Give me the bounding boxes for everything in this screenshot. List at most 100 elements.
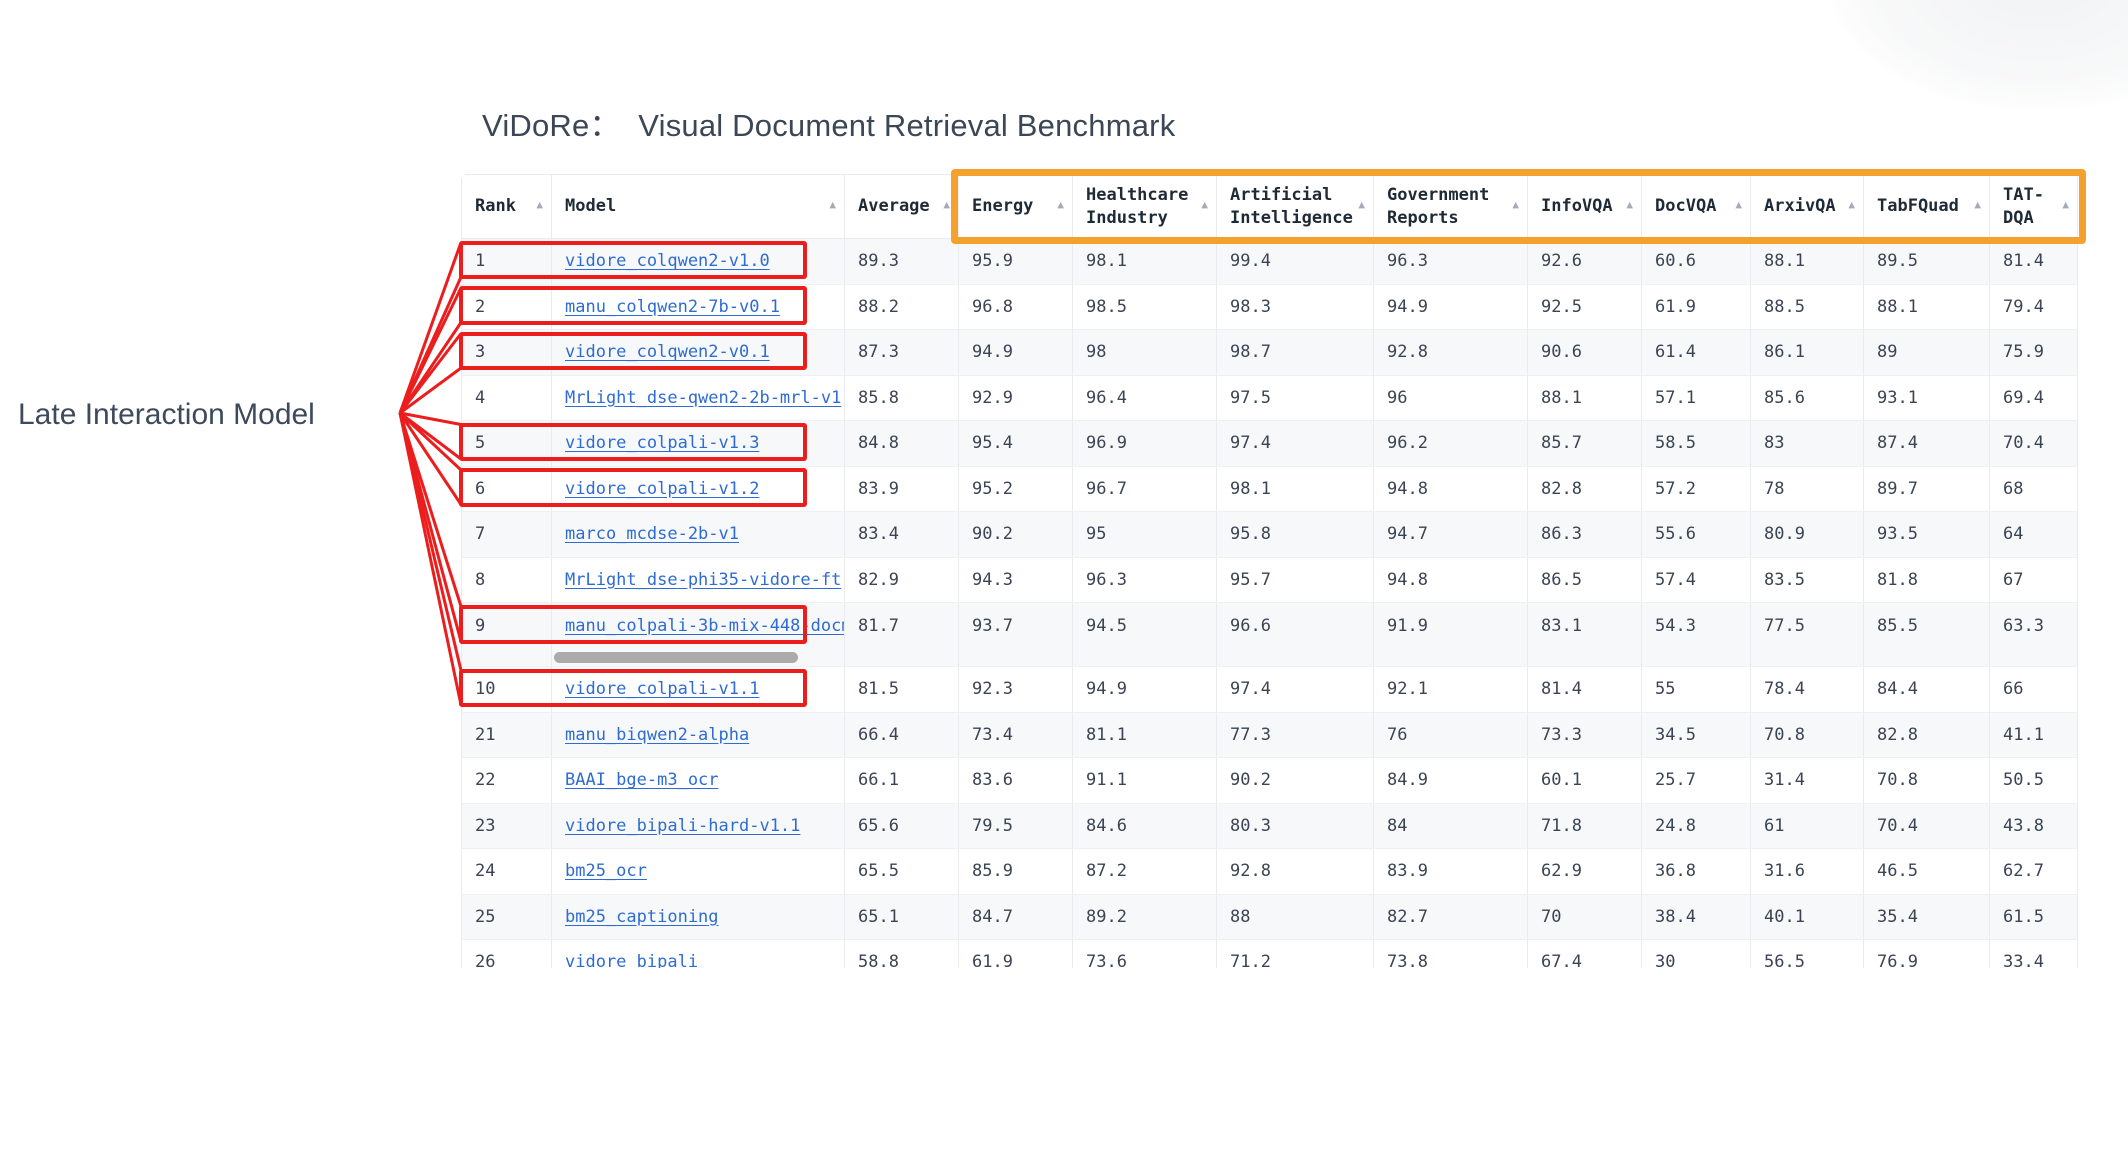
value-cell: 81.5 — [844, 666, 959, 713]
model-link[interactable]: vidore_colpali-v1.2 — [565, 478, 760, 499]
model-link[interactable]: manu_biqwen2-alpha — [565, 724, 750, 745]
model-cell: BAAI_bge-m3_ocr — [551, 757, 845, 804]
value-cell: 62.7 — [1989, 848, 2078, 895]
model-link[interactable]: manu_colqwen2-7b-v0.1 — [565, 296, 780, 317]
value-cell: 81.1 — [1072, 712, 1217, 758]
value-cell: 92.3 — [958, 666, 1073, 713]
value-cell: 97.4 — [1216, 420, 1374, 467]
value-cell: 88.5 — [1750, 284, 1864, 330]
value-cell: 70.8 — [1750, 712, 1864, 758]
column-header-infovqa[interactable]: InfoVQA ▲ — [1527, 174, 1642, 239]
rank-cell: 10 — [461, 666, 552, 713]
column-header-label: InfoVQA — [1541, 196, 1613, 217]
model-link[interactable]: vidore_colpali-v1.3 — [565, 433, 760, 454]
value-cell: 95.7 — [1216, 557, 1374, 603]
column-header-rank[interactable]: Rank ▲ — [461, 174, 552, 239]
value-cell: 99.4 — [1216, 238, 1374, 285]
sort-asc-icon[interactable]: ▲ — [2062, 198, 2069, 212]
column-header-tabfquad[interactable]: TabFQuad ▲ — [1863, 174, 1990, 239]
value-cell: 34.5 — [1641, 712, 1751, 758]
sort-asc-icon[interactable]: ▲ — [1974, 198, 1981, 212]
value-cell: 88 — [1216, 894, 1374, 940]
value-cell: 30 — [1641, 939, 1751, 968]
sort-asc-icon[interactable]: ▲ — [1626, 198, 1633, 212]
value-cell: 65.6 — [844, 803, 959, 849]
sort-asc-icon[interactable]: ▲ — [1848, 198, 1855, 212]
rank-cell: 1 — [461, 238, 552, 285]
model-link[interactable]: vidore_bipali — [565, 952, 699, 968]
value-cell: 50.5 — [1989, 757, 2078, 804]
sort-asc-icon[interactable]: ▲ — [1735, 198, 1742, 212]
value-cell: 89.2 — [1072, 894, 1217, 940]
value-cell: 76.9 — [1863, 939, 1990, 968]
value-cell: 96.4 — [1072, 375, 1217, 421]
model-link[interactable]: manu_colpali-3b-mix-448-docma — [565, 616, 845, 636]
table-row: 8 MrLight_dse-phi35-vidore-ft 82.9 94.3 96.3… — [461, 557, 2078, 603]
sort-asc-icon[interactable]: ▲ — [1057, 198, 1064, 212]
model-link[interactable]: vidore_bipali-hard-v1.1 — [565, 815, 801, 836]
value-cell: 81.7 — [844, 602, 959, 667]
sort-asc-icon[interactable]: ▲ — [1358, 198, 1365, 212]
table-header: Rank ▲ Model ▲ Average ▲ Energy ▲ Healthcare Ind… — [461, 174, 2078, 239]
value-cell: 85.6 — [1750, 375, 1864, 421]
rank-cell: 5 — [461, 420, 552, 467]
table-row: 25 bm25_captioning 65.1 84.7 89.2 88 82.7 70 38.… — [461, 894, 2078, 940]
rank-cell: 6 — [461, 466, 552, 512]
value-cell: 83.6 — [958, 757, 1073, 804]
rank-cell: 3 — [461, 329, 552, 376]
model-link[interactable]: bm25_ocr — [565, 861, 647, 882]
value-cell: 82.8 — [1527, 466, 1642, 512]
value-cell: 57.1 — [1641, 375, 1751, 421]
model-link[interactable]: vidore_colqwen2-v1.0 — [565, 251, 770, 272]
table-row: 10 vidore_colpali-v1.1 81.5 92.3 94.9 97.4 92.… — [461, 666, 2078, 713]
model-cell: MrLight_dse-qwen2-2b-mrl-v1 — [551, 375, 845, 421]
value-cell: 80.3 — [1216, 803, 1374, 849]
value-cell: 81.4 — [1527, 666, 1642, 713]
value-cell: 98.1 — [1216, 466, 1374, 512]
column-header-tat-dqa[interactable]: TAT-DQA ▲ — [1989, 174, 2078, 239]
value-cell: 82.8 — [1863, 712, 1990, 758]
value-cell: 96.3 — [1373, 238, 1528, 285]
leaderboard-table-wrap[interactable]: Rank ▲ Model ▲ Average ▲ Energy ▲ Healthcare Ind… — [461, 174, 2079, 968]
model-link[interactable]: bm25_captioning — [565, 906, 719, 927]
table-row: 22 BAAI_bge-m3_ocr 66.1 83.6 91.1 90.2 84.9 60.… — [461, 757, 2078, 804]
column-header-government-reports[interactable]: Government Reports ▲ — [1373, 174, 1528, 239]
table-row: 5 vidore_colpali-v1.3 84.8 95.4 96.9 97.4 96.2… — [461, 420, 2078, 467]
annotation-label: Late Interaction Model — [18, 398, 315, 431]
value-cell: 94.5 — [1072, 602, 1217, 667]
value-cell: 98.1 — [1072, 238, 1217, 285]
column-header-healthcare-industry[interactable]: Healthcare Industry ▲ — [1072, 174, 1217, 239]
sort-asc-icon[interactable]: ▲ — [1201, 198, 1208, 212]
value-cell: 91.9 — [1373, 602, 1528, 667]
horizontal-scrollbar-thumb[interactable] — [553, 651, 798, 663]
model-link[interactable]: MrLight_dse-qwen2-2b-mrl-v1 — [565, 387, 842, 408]
sort-asc-icon[interactable]: ▲ — [536, 198, 543, 212]
model-link[interactable]: MrLight_dse-phi35-vidore-ft — [565, 569, 842, 590]
column-header-artificial-intelligence[interactable]: Artificial Intelligence ▲ — [1216, 174, 1374, 239]
value-cell: 84.7 — [958, 894, 1073, 940]
model-link[interactable]: marco_mcdse-2b-v1 — [565, 524, 739, 545]
sort-asc-icon[interactable]: ▲ — [1512, 198, 1519, 212]
column-header-label: TAT-DQA — [2003, 184, 2044, 228]
value-cell: 92.5 — [1527, 284, 1642, 330]
column-header-docvqa[interactable]: DocVQA ▲ — [1641, 174, 1751, 239]
model-cell: vidore_colqwen2-v1.0 — [551, 238, 845, 285]
value-cell: 95.8 — [1216, 511, 1374, 558]
model-link[interactable]: vidore_colqwen2-v0.1 — [565, 342, 770, 363]
model-link[interactable]: vidore_colpali-v1.1 — [565, 679, 760, 700]
column-header-energy[interactable]: Energy ▲ — [958, 174, 1073, 239]
value-cell: 60.1 — [1527, 757, 1642, 804]
sort-asc-icon[interactable]: ▲ — [829, 198, 836, 212]
sort-asc-icon[interactable]: ▲ — [943, 198, 950, 212]
value-cell: 84.8 — [844, 420, 959, 467]
column-header-average[interactable]: Average ▲ — [844, 174, 959, 239]
value-cell: 94.9 — [1072, 666, 1217, 713]
value-cell: 90.2 — [1216, 757, 1374, 804]
value-cell: 35.4 — [1863, 894, 1990, 940]
rank-cell: 23 — [461, 803, 552, 849]
table-row: 24 bm25_ocr 65.5 85.9 87.2 92.8 83.9 62.9 36.8 31… — [461, 848, 2078, 895]
value-cell: 85.8 — [844, 375, 959, 421]
column-header-arxivqa[interactable]: ArxivQA ▲ — [1750, 174, 1864, 239]
column-header-model[interactable]: Model ▲ — [551, 174, 845, 239]
model-link[interactable]: BAAI_bge-m3_ocr — [565, 770, 719, 791]
